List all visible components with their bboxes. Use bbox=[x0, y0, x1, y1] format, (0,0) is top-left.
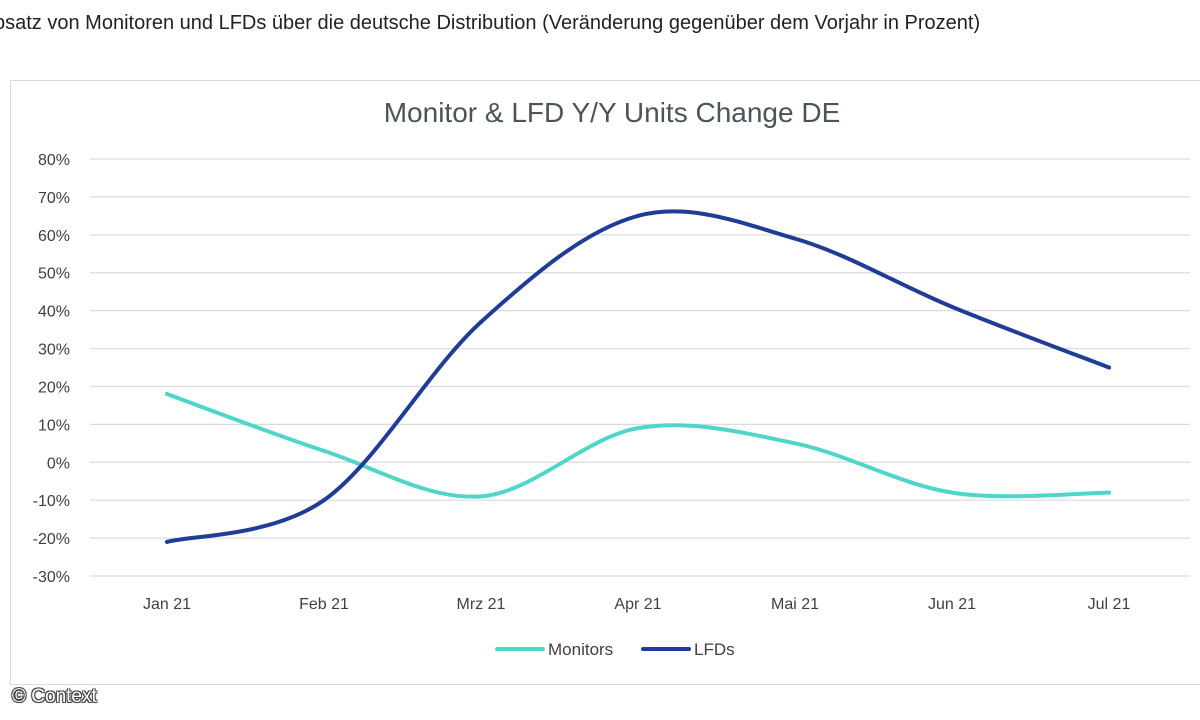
data-point-lfds bbox=[636, 213, 640, 218]
y-tick-label: 50% bbox=[38, 266, 70, 283]
x-tick-label: Mrz 21 bbox=[457, 596, 506, 613]
x-tick-label: Apr 21 bbox=[614, 596, 661, 613]
legend-label-monitors: Monitors bbox=[548, 640, 613, 659]
y-tick-label: 40% bbox=[38, 304, 70, 321]
copyright-credit: © Context bbox=[12, 686, 97, 707]
x-tick-label: Mai 21 bbox=[771, 596, 819, 613]
legend-label-lfds: LFDs bbox=[694, 640, 735, 659]
chart-title: Monitor & LFD Y/Y Units Change DE bbox=[384, 97, 841, 128]
gridlines bbox=[90, 158, 1190, 577]
y-tick-label: 60% bbox=[38, 228, 70, 245]
x-tick-label: Feb 21 bbox=[299, 596, 349, 613]
data-series bbox=[165, 209, 1111, 544]
y-tick-label: -20% bbox=[33, 531, 70, 548]
y-tick-label: 70% bbox=[38, 190, 70, 207]
y-axis-tick-labels: -30% -20% -10% 0% 10% 20% 30% 40% 50% 60% 70% 80% bbox=[33, 152, 70, 586]
y-tick-label: 0% bbox=[47, 455, 70, 472]
data-point-lfds bbox=[479, 320, 483, 325]
figure-caption: bsatz von Monitoren und LFDs über die de… bbox=[0, 12, 981, 34]
series-line-monitors bbox=[165, 392, 1111, 499]
data-point-lfds bbox=[1107, 365, 1111, 370]
data-point-monitors bbox=[165, 392, 169, 397]
y-tick-label: 10% bbox=[38, 417, 70, 434]
data-point-lfds bbox=[950, 304, 954, 309]
data-point-lfds bbox=[793, 236, 797, 241]
x-tick-label: Jan 21 bbox=[143, 596, 191, 613]
data-point-monitors bbox=[793, 441, 797, 446]
data-point-monitors bbox=[636, 426, 640, 431]
data-point-monitors bbox=[1107, 490, 1111, 495]
chart-frame bbox=[10, 80, 1200, 685]
x-tick-label: Jul 21 bbox=[1088, 596, 1131, 613]
data-point-monitors bbox=[479, 494, 483, 499]
data-point-monitors bbox=[322, 448, 326, 453]
x-axis-tick-labels: Jan 21 Feb 21 Mrz 21 Apr 21 Mai 21 Jun 21 Jul … bbox=[143, 596, 1130, 613]
data-point-monitors bbox=[950, 490, 954, 495]
y-tick-label: 80% bbox=[38, 152, 70, 169]
data-point-lfds bbox=[322, 498, 326, 503]
x-tick-label: Jun 21 bbox=[928, 596, 976, 613]
data-point-lfds bbox=[165, 539, 169, 544]
series-line-lfds bbox=[165, 209, 1111, 544]
y-tick-label: 20% bbox=[38, 379, 70, 396]
y-tick-label: -30% bbox=[33, 569, 70, 586]
y-tick-label: 30% bbox=[38, 342, 70, 359]
legend: Monitors LFDs bbox=[495, 640, 735, 659]
y-tick-label: -10% bbox=[33, 493, 70, 510]
